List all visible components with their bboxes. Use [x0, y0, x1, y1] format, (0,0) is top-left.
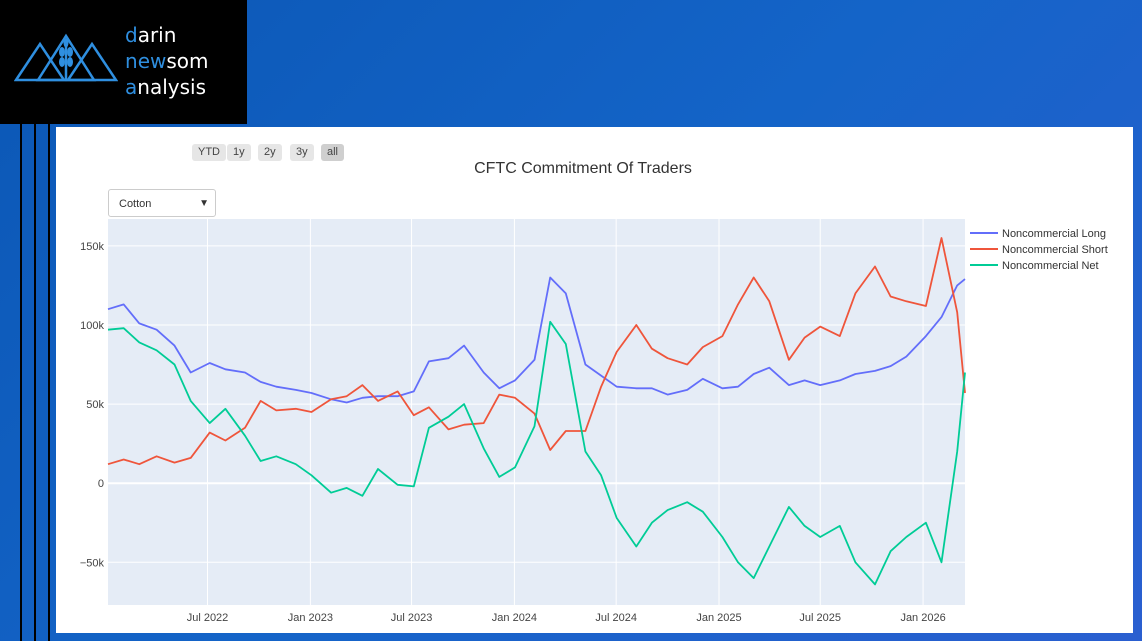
logo-line-2: newsom — [125, 48, 209, 74]
range-button-3y[interactable]: 3y — [290, 144, 314, 161]
series-line-noncommercial-short — [107, 237, 966, 466]
decorative-rail — [34, 124, 36, 641]
decorative-rail — [48, 124, 50, 641]
x-tick-label: Jul 2022 — [187, 612, 229, 624]
logo-accent-letter: a — [125, 75, 138, 99]
logo-text-part: nalysis — [137, 75, 206, 99]
chart-panel: YTD 1y 2y 3y all CFTC Commitment Of Trad… — [56, 127, 1133, 633]
series-line-noncommercial-net — [107, 320, 966, 586]
decorative-rail — [20, 124, 22, 641]
x-tick-label: Jan 2024 — [492, 612, 537, 624]
x-tick-label: Jul 2025 — [799, 612, 841, 624]
logo-line-1: darin — [125, 22, 209, 48]
logo-text-part: e — [137, 49, 150, 73]
logo-block: darin newsom analysis — [0, 0, 247, 124]
x-tick-label: Jan 2026 — [900, 612, 945, 624]
legend-label: Noncommercial Short — [1002, 244, 1108, 256]
range-button-ytd[interactable]: YTD — [192, 144, 226, 161]
x-tick-label: Jan 2025 — [696, 612, 741, 624]
y-tick-label: 50k — [86, 399, 104, 411]
range-button-2y[interactable]: 2y — [258, 144, 282, 161]
x-tick-label: Jan 2023 — [288, 612, 333, 624]
x-tick-label: Jul 2024 — [595, 612, 637, 624]
range-button-all[interactable]: all — [321, 144, 345, 161]
logo-line-3: analysis — [125, 74, 209, 100]
range-button-1y[interactable]: 1y — [227, 144, 251, 161]
logo-accent-letter: n — [125, 49, 138, 73]
wheat-triangles-logo-icon — [14, 33, 118, 82]
cot-line-chart: 150k 100k 50k 0 −50k Jul 2022 Jan 2023 Jul 2023… — [80, 219, 1108, 624]
logo-text-part: som — [166, 49, 209, 73]
series-line-noncommercial-long — [107, 276, 966, 404]
chart-title: CFTC Commitment Of Traders — [474, 160, 692, 177]
legend-label: Noncommercial Long — [1002, 228, 1106, 240]
logo-text-part: arin — [137, 23, 177, 47]
chevron-down-icon: ▼ — [199, 198, 209, 209]
logo-accent-letter: w — [150, 49, 167, 73]
dropdown-selected-value: Cotton — [119, 198, 152, 210]
commodity-dropdown[interactable]: Cotton ▼ — [108, 189, 216, 217]
logo-accent-letter: d — [125, 23, 138, 47]
y-tick-label: −50k — [80, 557, 105, 569]
y-tick-label: 0 — [98, 478, 104, 490]
y-tick-label: 150k — [80, 241, 104, 253]
y-tick-label: 100k — [80, 320, 104, 332]
legend-label: Noncommercial Net — [1002, 260, 1099, 272]
x-tick-label: Jul 2023 — [391, 612, 433, 624]
logo-wordmark: darin newsom analysis — [125, 22, 209, 100]
